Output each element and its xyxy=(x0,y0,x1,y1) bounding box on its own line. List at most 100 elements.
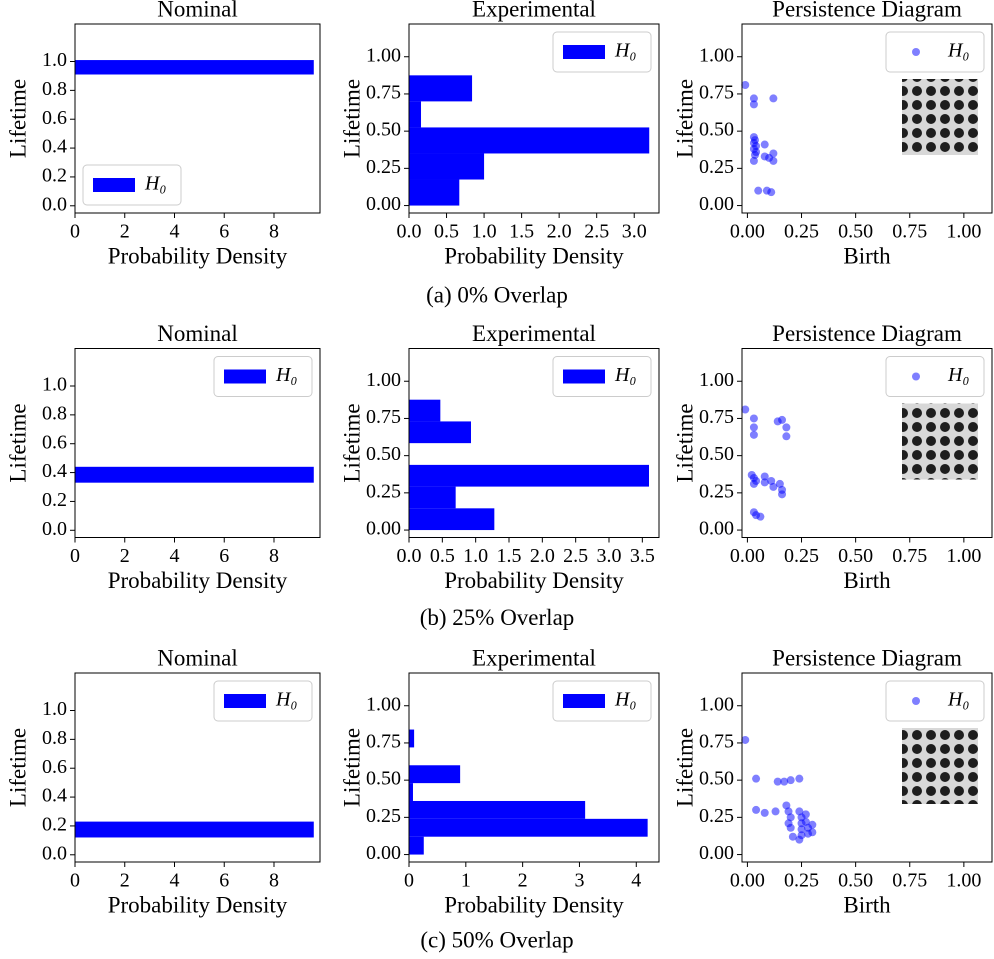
bar xyxy=(409,508,495,531)
legend-label: H₀ xyxy=(947,40,969,62)
point xyxy=(741,81,750,90)
caption: (a) 0% Overlap xyxy=(426,282,568,307)
y-axis-label: Lifetime xyxy=(672,728,697,807)
bar xyxy=(409,783,413,801)
point xyxy=(786,776,795,785)
legend-label: H₀ xyxy=(947,364,969,386)
x-tick-label: 6 xyxy=(219,545,229,567)
x-tick-label: 1.00 xyxy=(946,870,981,892)
point xyxy=(749,479,758,488)
y-tick-label: 0.6 xyxy=(42,431,67,453)
point xyxy=(786,823,795,832)
y-tick-label: 0.0 xyxy=(42,193,67,215)
point xyxy=(767,188,776,197)
point xyxy=(769,156,778,165)
y-tick-label: 1.00 xyxy=(366,369,401,391)
x-axis-label: Probability Density xyxy=(108,243,288,268)
x-tick-label: 0.25 xyxy=(784,870,819,892)
frame xyxy=(408,672,660,863)
point xyxy=(782,432,791,441)
y-tick-label: 0.75 xyxy=(366,731,401,753)
y-tick-label: 0.00 xyxy=(699,518,734,540)
y-tick-label: 0.50 xyxy=(366,768,401,790)
point xyxy=(795,774,804,783)
x-axis-label: Birth xyxy=(843,568,891,593)
x-tick-label: 2 xyxy=(120,870,130,892)
x-tick-label: 0.75 xyxy=(892,545,927,567)
point xyxy=(778,490,787,499)
y-tick-label: 1.0 xyxy=(42,374,67,396)
x-tick-label: 0.00 xyxy=(730,545,765,567)
y-tick-label: 0.8 xyxy=(42,402,67,424)
y-tick-label: 0.00 xyxy=(366,193,401,215)
chart-title: Experimental xyxy=(472,0,596,21)
bar xyxy=(75,821,314,838)
y-tick-label: 0.2 xyxy=(42,814,67,836)
point xyxy=(769,94,778,103)
x-axis-label: Probability Density xyxy=(444,243,624,268)
point xyxy=(780,777,789,786)
frame xyxy=(74,672,321,863)
frame xyxy=(74,23,321,214)
y-tick-label: 0.4 xyxy=(42,460,67,482)
point xyxy=(754,186,763,195)
y-tick-label: 1.00 xyxy=(699,369,734,391)
chart-title: Nominal xyxy=(157,321,238,346)
x-tick-label: 0.50 xyxy=(838,545,873,567)
x-tick-label: 3.0 xyxy=(597,545,622,567)
x-tick-label: 0.25 xyxy=(784,545,819,567)
y-tick-label: 0.50 xyxy=(366,119,401,141)
x-tick-label: 1.00 xyxy=(946,221,981,243)
y-tick-label: 1.00 xyxy=(366,693,401,715)
y-tick-label: 0.2 xyxy=(42,165,67,187)
legend-swatch xyxy=(563,694,605,708)
x-tick-label: 0.25 xyxy=(784,221,819,243)
point xyxy=(741,735,750,744)
y-tick-label: 0.00 xyxy=(366,518,401,540)
legend-label: H₀ xyxy=(614,364,636,386)
point xyxy=(749,414,758,423)
y-tick-label: 0.6 xyxy=(42,107,67,129)
legend-box xyxy=(885,356,985,397)
caption: (b) 25% Overlap xyxy=(420,605,575,630)
y-tick-label: 0.25 xyxy=(699,156,734,178)
bar xyxy=(409,464,649,487)
point xyxy=(760,808,769,817)
y-tick-label: 0.50 xyxy=(699,119,734,141)
point xyxy=(749,430,758,439)
chart-title: Experimental xyxy=(472,645,596,670)
point xyxy=(760,478,769,487)
bar xyxy=(409,153,485,180)
y-axis-label: Lifetime xyxy=(5,728,30,807)
x-axis-label: Birth xyxy=(843,243,891,268)
point xyxy=(797,825,806,834)
legend-swatch xyxy=(912,372,920,381)
x-tick-label: 6 xyxy=(219,221,229,243)
x-axis-label: Birth xyxy=(843,892,891,917)
legend-label: H₀ xyxy=(614,689,636,711)
inset-image xyxy=(902,728,978,804)
bar xyxy=(409,486,456,509)
y-tick-label: 1.00 xyxy=(699,44,734,66)
point xyxy=(749,156,758,165)
y-tick-label: 0.00 xyxy=(699,842,734,864)
x-tick-label: 0 xyxy=(70,221,80,243)
caption: (c) 50% Overlap xyxy=(420,927,573,952)
bar xyxy=(409,836,424,855)
point xyxy=(769,149,778,158)
y-tick-label: 0.0 xyxy=(42,518,67,540)
point xyxy=(788,832,797,841)
y-tick-label: 0.75 xyxy=(366,82,401,104)
point xyxy=(760,140,769,149)
bar xyxy=(75,466,314,483)
y-tick-label: 0.25 xyxy=(366,480,401,502)
y-axis-label: Lifetime xyxy=(672,403,697,482)
legend-label: H₀ xyxy=(275,689,297,711)
y-tick-label: 0.00 xyxy=(699,193,734,215)
x-tick-label: 0.5 xyxy=(434,221,459,243)
y-tick-label: 0.75 xyxy=(699,82,734,104)
x-tick-label: 0.5 xyxy=(430,545,455,567)
x-tick-label: 4 xyxy=(169,545,179,567)
x-tick-label: 2.0 xyxy=(547,221,572,243)
bar xyxy=(409,399,441,422)
